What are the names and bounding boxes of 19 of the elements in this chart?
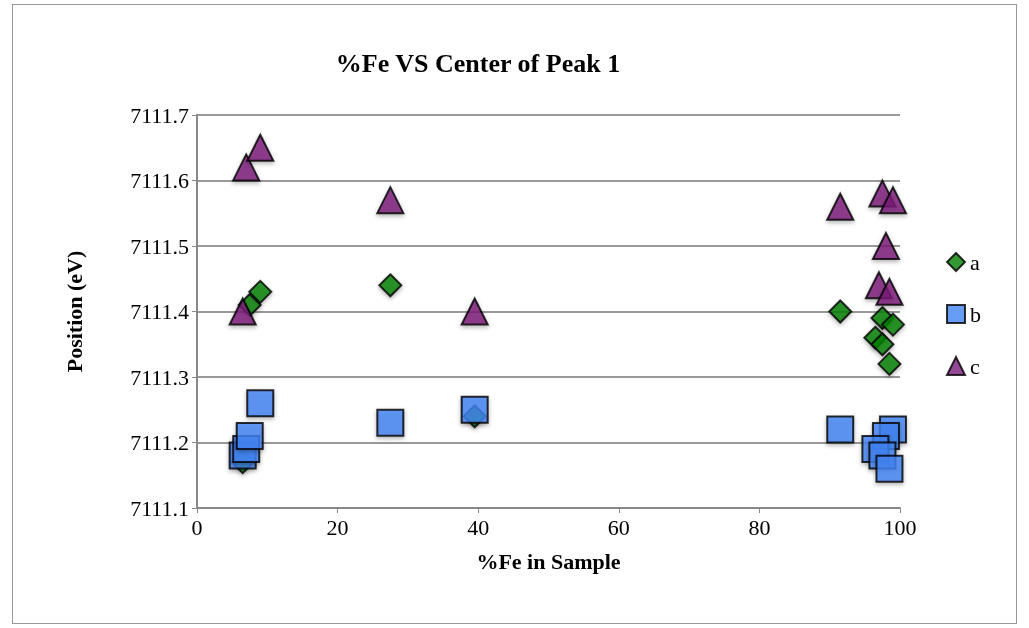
x-tick-label: 100 (883, 514, 917, 540)
y-tick-label: 7111.2 (130, 430, 189, 455)
x-axis-title: %Fe in Sample (476, 548, 621, 574)
x-tick-label: 0 (191, 514, 203, 540)
y-tick-label: 7111.7 (130, 102, 189, 128)
y-tick-label: 7111.4 (130, 299, 189, 324)
legend-label: c (970, 353, 980, 379)
x-tick-label: 60 (607, 514, 630, 540)
x-tick-label: 20 (326, 514, 349, 540)
y-tick-label: 7111.5 (130, 233, 189, 259)
x-tick-label: 40 (467, 514, 490, 540)
legend-label: b (970, 301, 981, 327)
y-tick-label: 7111.1 (130, 495, 189, 521)
chart-title: %Fe VS Center of Peak 1 (335, 48, 621, 78)
legend-label: a (970, 249, 980, 275)
y-tick-label: 7111.6 (130, 168, 189, 193)
y-tick-label: 7111.3 (130, 364, 189, 390)
y-axis-title: Position (eV) (61, 250, 87, 373)
x-tick-label: 80 (748, 514, 771, 540)
